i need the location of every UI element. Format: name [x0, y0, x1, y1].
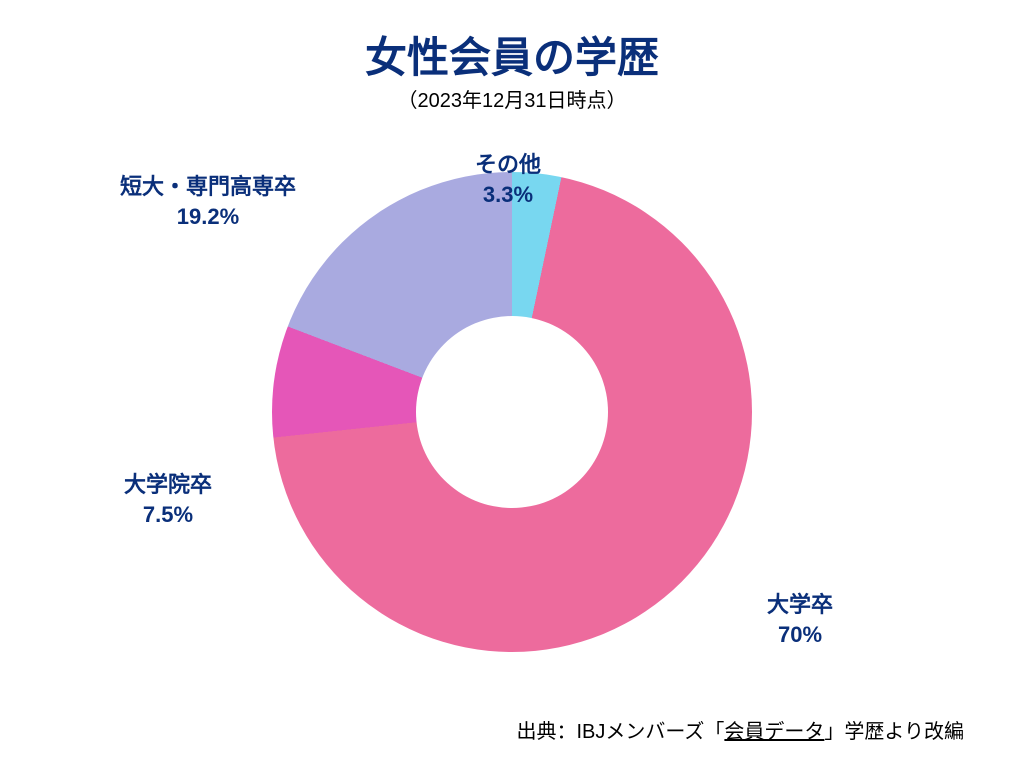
- slice-name: 短大・専門高専卒: [120, 174, 296, 199]
- donut-chart: [272, 172, 752, 652]
- slice-name: その他: [475, 152, 541, 177]
- chart-title: 女性会員の学歴: [0, 24, 1024, 85]
- source-suffix: 」学歴より改編: [824, 721, 964, 743]
- source-prefix: 出典：IBJメンバーズ「: [516, 721, 724, 743]
- slice-label-university: 大学卒 70%: [767, 590, 833, 649]
- slice-pct: 70%: [778, 622, 822, 647]
- slice-label-gradschool: 大学院卒 7.5%: [124, 470, 212, 529]
- source-citation: 出典：IBJメンバーズ「会員データ」学歴より改編: [516, 715, 964, 744]
- slice-pct: 7.5%: [143, 502, 193, 527]
- source-link[interactable]: 会員データ: [724, 721, 824, 743]
- slice-pct: 3.3%: [483, 182, 533, 207]
- slice-name: 大学卒: [767, 592, 833, 617]
- slice-name: 大学院卒: [124, 472, 212, 497]
- chart-subtitle: （2023年12月31日時点）: [0, 84, 1024, 113]
- slice-label-other: その他 3.3%: [475, 150, 541, 209]
- slice-label-juniorcollege: 短大・専門高専卒 19.2%: [120, 172, 296, 231]
- donut-hole: [416, 316, 608, 508]
- slice-pct: 19.2%: [177, 204, 239, 229]
